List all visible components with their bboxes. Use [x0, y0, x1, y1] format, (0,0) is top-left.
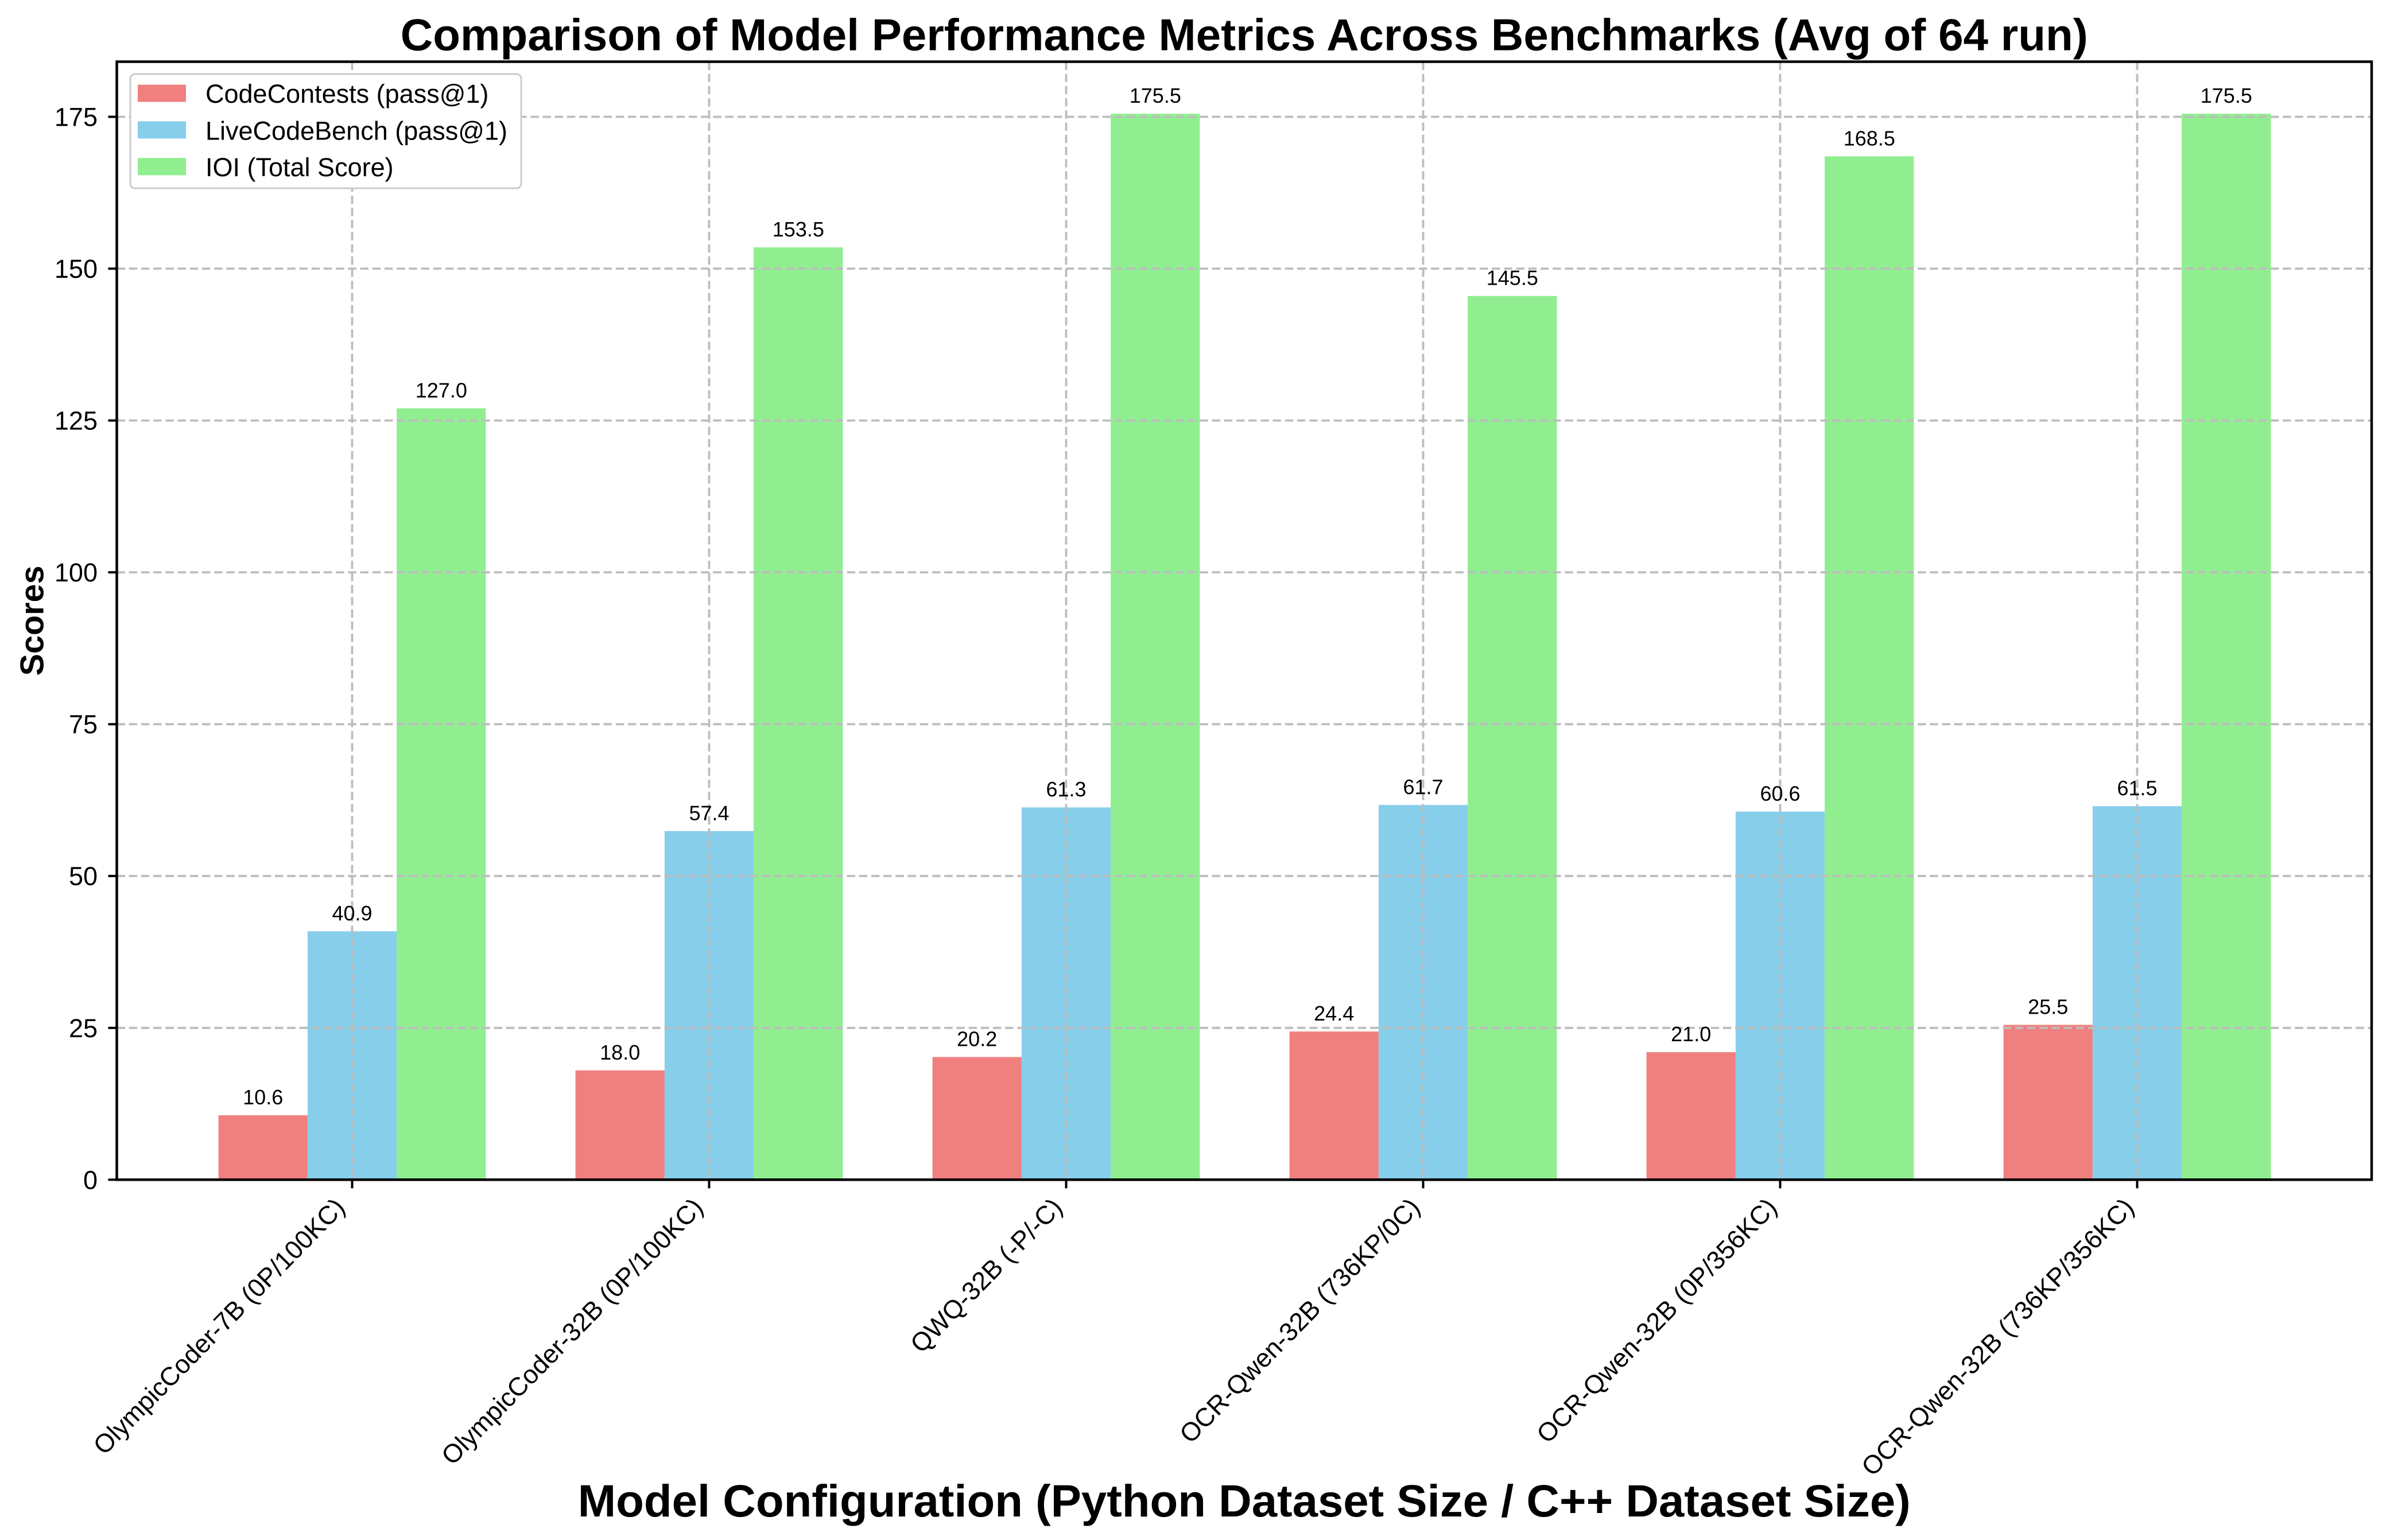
svg-text:0: 0 [83, 1165, 98, 1194]
svg-text:145.5: 145.5 [1487, 266, 1538, 290]
svg-text:75: 75 [69, 710, 98, 739]
svg-text:21.0: 21.0 [1671, 1022, 1711, 1046]
svg-text:18.0: 18.0 [600, 1041, 640, 1064]
svg-text:IOI (Total Score): IOI (Total Score) [205, 153, 394, 182]
svg-text:127.0: 127.0 [416, 378, 467, 402]
svg-text:20.2: 20.2 [957, 1027, 997, 1051]
svg-text:175.5: 175.5 [2201, 84, 2252, 107]
svg-text:40.9: 40.9 [332, 902, 372, 925]
svg-text:25: 25 [69, 1014, 98, 1043]
svg-text:175: 175 [55, 103, 98, 132]
svg-text:168.5: 168.5 [1844, 126, 1895, 150]
svg-text:61.3: 61.3 [1046, 778, 1086, 801]
svg-text:61.5: 61.5 [2117, 777, 2157, 800]
svg-text:153.5: 153.5 [773, 218, 824, 241]
svg-text:100: 100 [55, 558, 98, 587]
svg-text:10.6: 10.6 [243, 1085, 283, 1109]
svg-text:61.7: 61.7 [1403, 775, 1443, 798]
svg-text:125: 125 [55, 406, 98, 436]
svg-text:25.5: 25.5 [2028, 995, 2068, 1019]
svg-text:Scores: Scores [14, 565, 51, 676]
svg-text:50: 50 [69, 862, 98, 891]
svg-text:CodeContests (pass@1): CodeContests (pass@1) [205, 79, 488, 108]
svg-text:LiveCodeBench (pass@1): LiveCodeBench (pass@1) [205, 116, 507, 145]
svg-text:150: 150 [55, 254, 98, 284]
svg-text:Model Configuration (Python Da: Model Configuration (Python Dataset Size… [578, 1475, 1911, 1526]
svg-text:24.4: 24.4 [1314, 1002, 1354, 1025]
svg-text:175.5: 175.5 [1130, 84, 1181, 107]
svg-text:57.4: 57.4 [689, 801, 729, 825]
svg-text:60.6: 60.6 [1760, 782, 1800, 805]
svg-text:Comparison of Model Performanc: Comparison of Model Performance Metrics … [401, 9, 2088, 60]
